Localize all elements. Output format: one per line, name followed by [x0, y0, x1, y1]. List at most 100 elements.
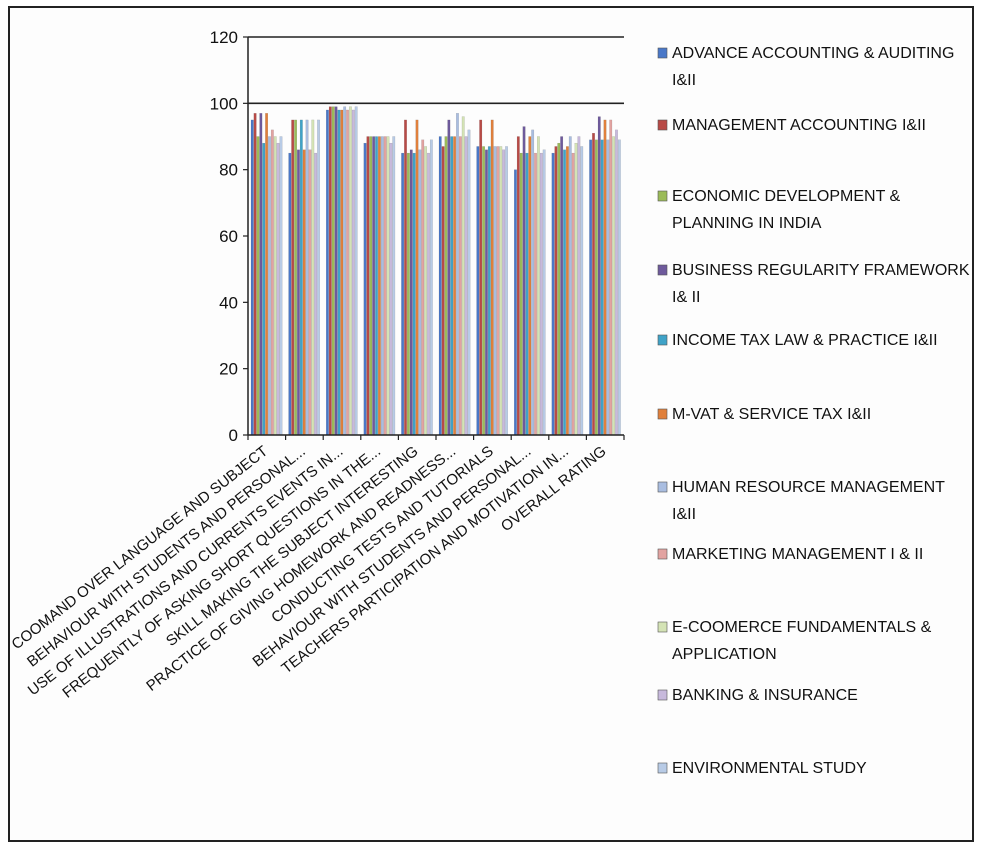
bar: [334, 106, 338, 436]
bar: [386, 136, 390, 436]
bar: [340, 109, 344, 436]
bar: [375, 136, 378, 436]
bar: [369, 136, 373, 436]
bar: [542, 149, 546, 436]
bar: [505, 146, 508, 436]
legend-swatch: [657, 264, 668, 276]
bar: [502, 149, 506, 436]
bar: [291, 119, 295, 436]
bar: [328, 106, 332, 436]
bar: [617, 139, 621, 436]
bar: [404, 119, 407, 436]
legend-label: E-COOMERCE FUNDAMENTALS &: [672, 619, 932, 636]
legend-swatch: [657, 408, 668, 420]
bar: [441, 146, 445, 436]
legend-swatch: [657, 47, 668, 59]
bar: [389, 142, 393, 436]
bar: [467, 129, 471, 436]
bar: [487, 146, 491, 436]
y-tick-label: 100: [210, 94, 238, 113]
bar: [302, 149, 306, 436]
bar: [401, 152, 405, 436]
bar: [577, 136, 581, 436]
bar: [270, 129, 274, 436]
bar: [351, 109, 355, 436]
legend-swatch: [657, 119, 668, 131]
bar: [424, 146, 428, 436]
bar: [589, 139, 593, 436]
legend-label: ECONOMIC DEVELOPMENT &: [672, 188, 901, 205]
bar: [612, 136, 616, 436]
legend-swatch: [657, 334, 668, 346]
legend-label: M-VAT & SERVICE TAX I&II: [672, 406, 871, 423]
bar: [493, 146, 497, 436]
bar: [429, 139, 433, 436]
bar: [337, 109, 341, 436]
chart-gridlines: [248, 36, 624, 105]
bar: [262, 142, 266, 436]
bar: [294, 119, 297, 436]
bar: [516, 136, 520, 436]
x-axis-category-labels: COOMAND OVER LANGUAGE AND SUBJECTBEHAVIO…: [8, 435, 625, 702]
bar: [299, 119, 303, 436]
legend-swatch: [657, 481, 668, 493]
bar: [450, 136, 454, 436]
bar: [522, 126, 526, 436]
bar: [514, 169, 517, 436]
bar: [566, 146, 569, 436]
bar: [537, 136, 540, 436]
bar: [297, 149, 300, 436]
bar: [343, 106, 347, 436]
legend-label: INCOME TAX LAW & PRACTICE I&II: [672, 332, 938, 349]
bar: [383, 136, 387, 436]
legend-label: PLANNING IN INDIA: [672, 215, 822, 232]
legend-swatch: [657, 548, 668, 560]
bar: [606, 139, 610, 436]
bar: [326, 109, 329, 436]
bar: [406, 152, 410, 436]
legend-label: ADVANCE ACCOUNTING & AUDITING: [672, 45, 954, 62]
legend-label: HUMAN RESOURCE MANAGEMENT: [672, 479, 945, 496]
bar: [539, 152, 543, 436]
bar: [551, 152, 555, 436]
y-tick-label: 0: [229, 426, 238, 445]
legend-swatch: [657, 621, 668, 633]
bar: [447, 119, 451, 436]
bar: [531, 129, 535, 436]
bar: [412, 152, 416, 436]
bar: [421, 139, 425, 436]
bar: [456, 113, 459, 436]
legend-label: MARKETING MANAGEMENT I & II: [672, 546, 923, 563]
legend-label: MANAGEMENT ACCOUNTING I&II: [672, 117, 926, 134]
bar: [609, 119, 613, 436]
bar: [574, 142, 578, 436]
bar: [557, 142, 561, 436]
bar: [265, 113, 268, 436]
bar: [409, 149, 413, 436]
bar: [453, 136, 456, 436]
bar: [346, 109, 349, 436]
bar: [380, 136, 384, 436]
bar: [595, 139, 598, 436]
bar: [519, 152, 523, 436]
legend-swatch: [657, 190, 668, 202]
bar: [250, 119, 254, 436]
legend-label: I&II: [672, 72, 696, 89]
bar: [490, 119, 494, 436]
bar: [427, 152, 430, 436]
y-tick-label: 60: [219, 227, 238, 246]
bar: [314, 152, 318, 436]
bar: [458, 136, 462, 436]
bar: [534, 152, 537, 436]
bar: [525, 152, 529, 436]
bar: [363, 142, 367, 436]
y-tick-label: 40: [219, 293, 238, 312]
legend-label: BANKING & INSURANCE: [672, 687, 858, 704]
bar: [317, 119, 320, 436]
bar: [273, 136, 277, 436]
bar: [366, 136, 370, 436]
bar: [476, 146, 480, 436]
bar: [268, 136, 271, 436]
legend-label: BUSINESS REGULARITY FRAMEWORK: [672, 262, 970, 279]
bar: [560, 136, 564, 436]
